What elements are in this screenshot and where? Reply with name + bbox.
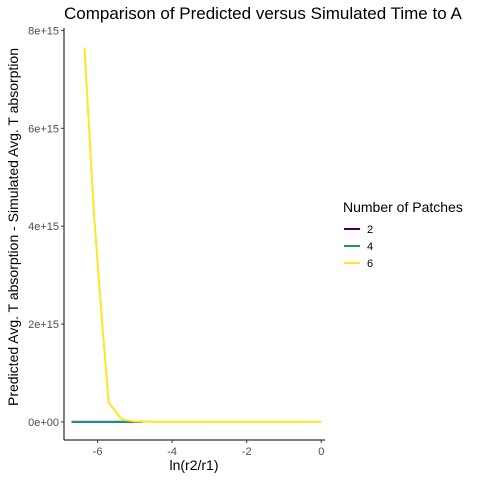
- x-tick-label: -4: [167, 446, 177, 458]
- series-line-6: [83, 47, 322, 423]
- x-tick-label: -6: [93, 446, 103, 458]
- legend: Number of Patches 2 4 6: [343, 199, 463, 270]
- y-axis-title: Predicted Avg. T absorption - Simulated …: [5, 48, 21, 406]
- x-axis: -6 -4 -2 0: [64, 439, 325, 458]
- legend-label-6: 6: [367, 258, 373, 270]
- y-tick-label: 4e+15: [28, 221, 59, 233]
- y-tick-label: 6e+15: [28, 123, 59, 135]
- y-tick-label: 2e+15: [28, 319, 59, 331]
- legend-label-4: 4: [367, 241, 373, 253]
- plot-area: [71, 47, 322, 423]
- y-axis: 0e+00 2e+15 4e+15 6e+15 8e+15: [28, 25, 65, 440]
- x-tick-label: -2: [242, 446, 252, 458]
- chart-title: Comparison of Predicted versus Simulated…: [64, 4, 462, 23]
- legend-label-2: 2: [367, 224, 373, 236]
- legend-title: Number of Patches: [343, 199, 463, 215]
- x-tick-label: 0: [318, 446, 324, 458]
- x-axis-title: ln(r2/r1): [169, 457, 218, 473]
- y-tick-label: 0e+00: [28, 417, 59, 429]
- y-tick-label: 8e+15: [28, 25, 59, 37]
